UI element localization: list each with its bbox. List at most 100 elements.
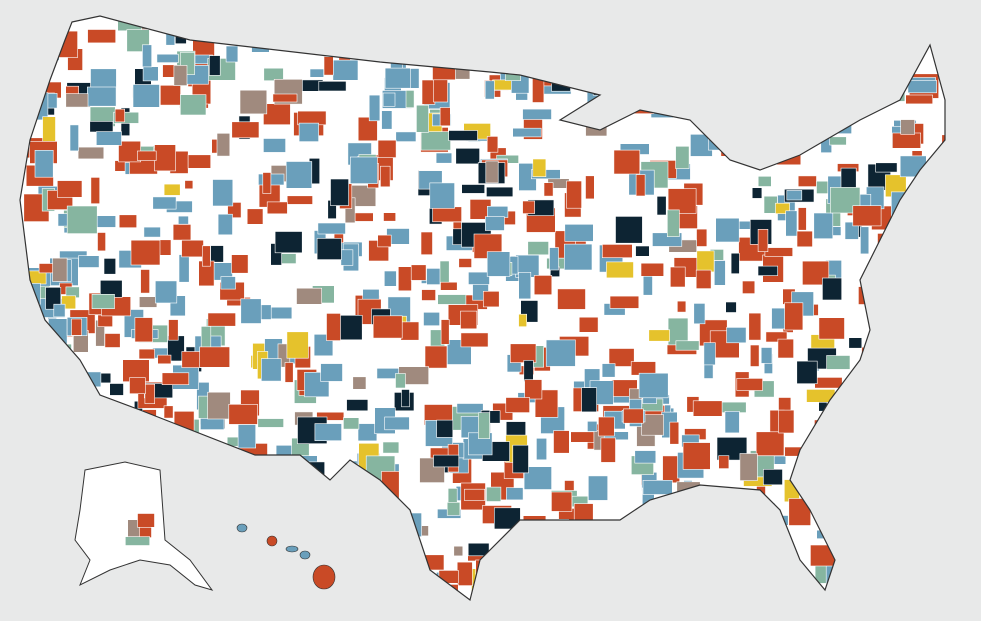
county xyxy=(600,437,616,463)
county xyxy=(90,177,101,204)
county xyxy=(212,179,234,207)
county xyxy=(161,372,190,385)
county xyxy=(157,354,172,365)
county xyxy=(536,437,548,461)
county xyxy=(240,298,262,324)
county xyxy=(156,53,179,63)
county xyxy=(421,79,436,105)
county xyxy=(467,542,490,557)
county xyxy=(352,376,367,390)
county xyxy=(482,290,500,308)
county xyxy=(551,491,573,512)
county xyxy=(316,411,345,421)
county xyxy=(137,513,155,528)
county xyxy=(401,389,410,408)
county xyxy=(524,379,543,400)
county xyxy=(433,76,448,103)
county xyxy=(362,288,380,300)
county xyxy=(53,303,66,318)
county xyxy=(440,319,450,345)
county xyxy=(318,81,347,92)
county xyxy=(56,180,83,198)
hawaii xyxy=(236,523,336,590)
county xyxy=(557,288,586,310)
county xyxy=(713,260,726,286)
county xyxy=(180,94,207,116)
county xyxy=(601,244,633,258)
county xyxy=(587,475,608,501)
county xyxy=(814,377,843,389)
county xyxy=(77,146,105,160)
county xyxy=(640,262,665,277)
county xyxy=(114,108,125,123)
county xyxy=(696,228,708,247)
county xyxy=(461,184,486,194)
county xyxy=(246,208,264,225)
county xyxy=(173,65,188,86)
county xyxy=(96,131,122,146)
county xyxy=(905,94,934,105)
county xyxy=(749,344,760,367)
county xyxy=(163,405,174,419)
county xyxy=(615,216,643,244)
county xyxy=(757,265,779,276)
county xyxy=(840,167,857,189)
county xyxy=(693,303,706,325)
county xyxy=(178,254,190,283)
county xyxy=(231,254,249,274)
county xyxy=(703,342,716,366)
county xyxy=(187,154,212,169)
county xyxy=(199,346,230,368)
county xyxy=(257,418,284,428)
county xyxy=(518,313,527,328)
county xyxy=(518,271,532,300)
county xyxy=(648,329,670,342)
county xyxy=(623,408,644,424)
county xyxy=(220,276,236,290)
county xyxy=(666,209,680,237)
county xyxy=(606,261,634,279)
county xyxy=(130,239,161,266)
county xyxy=(395,131,417,142)
county xyxy=(608,348,635,367)
county xyxy=(493,507,521,530)
county xyxy=(416,104,429,133)
county xyxy=(397,266,412,292)
county xyxy=(715,217,740,243)
county xyxy=(266,201,288,215)
county xyxy=(486,251,511,277)
county xyxy=(395,373,406,389)
county xyxy=(38,263,54,274)
county xyxy=(486,486,502,502)
county xyxy=(725,301,737,313)
us-border xyxy=(19,15,946,602)
county xyxy=(675,340,700,351)
county xyxy=(523,360,534,382)
county xyxy=(231,121,260,139)
county xyxy=(383,212,396,222)
county xyxy=(739,453,758,481)
county xyxy=(309,68,324,78)
county xyxy=(384,67,411,89)
county xyxy=(635,174,646,197)
county xyxy=(485,160,499,184)
county xyxy=(638,372,669,399)
county xyxy=(578,316,599,333)
county xyxy=(421,289,436,301)
county xyxy=(298,122,319,142)
county xyxy=(400,321,420,341)
county xyxy=(285,161,313,189)
county xyxy=(320,363,343,382)
county xyxy=(424,345,448,369)
county xyxy=(523,466,552,490)
county xyxy=(216,133,231,157)
island xyxy=(299,550,311,560)
county xyxy=(129,377,146,395)
county xyxy=(585,175,595,200)
county xyxy=(486,136,499,153)
county xyxy=(613,149,641,175)
county xyxy=(755,431,785,456)
county xyxy=(533,275,553,295)
county xyxy=(332,59,359,81)
county xyxy=(42,116,56,144)
